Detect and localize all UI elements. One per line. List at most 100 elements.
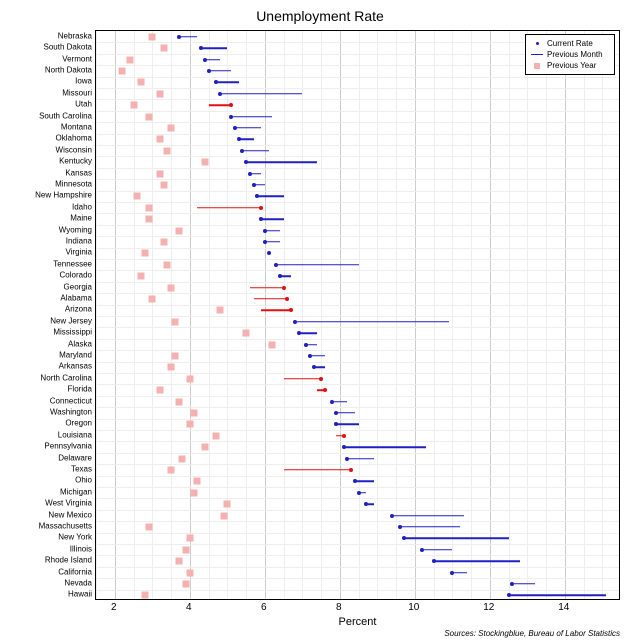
change-line (216, 82, 239, 84)
current-dot (233, 126, 237, 130)
grid-row (96, 248, 619, 249)
grid-row (96, 498, 619, 499)
current-dot (282, 286, 286, 290)
change-line (231, 116, 272, 118)
current-dot (398, 525, 402, 529)
change-line (284, 378, 322, 380)
grid-row (96, 487, 619, 488)
grid-row (96, 168, 619, 169)
change-line (344, 446, 427, 448)
state-label: Michigan (60, 487, 92, 496)
state-label: Utah (75, 100, 92, 109)
change-line (257, 196, 283, 198)
grid-row (96, 122, 619, 123)
prev-year-marker (145, 113, 152, 120)
grid-row (96, 350, 619, 351)
grid-row (96, 327, 619, 328)
prev-year-marker (186, 569, 193, 576)
current-dot (334, 422, 338, 426)
change-line (246, 161, 317, 163)
plot-area (95, 30, 620, 600)
legend-dot-icon (530, 42, 544, 45)
state-label: Arkansas (59, 362, 92, 371)
grid-row (96, 259, 619, 260)
change-line (404, 538, 509, 540)
prev-year-marker (186, 375, 193, 382)
change-line (254, 298, 288, 300)
prev-year-marker (141, 592, 148, 599)
prev-year-marker (168, 284, 175, 291)
change-line (284, 469, 352, 471)
x-tick-label: 4 (186, 602, 192, 613)
prev-year-marker (160, 181, 167, 188)
grid-minor (471, 31, 472, 599)
state-label: Idaho (72, 202, 92, 211)
state-label: Alabama (60, 293, 92, 302)
sources-text: Sources: Stockingblue, Bureau of Labor S… (444, 629, 620, 638)
state-label: Rhode Island (45, 556, 92, 565)
legend-current: Current Rate (530, 38, 610, 49)
change-line (265, 241, 280, 243)
state-label: North Carolina (40, 373, 92, 382)
prev-year-marker (216, 307, 223, 314)
grid-major (115, 31, 116, 599)
prev-year-marker (201, 159, 208, 166)
change-line (205, 59, 220, 61)
current-dot (278, 274, 282, 278)
current-dot (293, 320, 297, 324)
state-label: Kentucky (59, 157, 92, 166)
state-label: Florida (68, 385, 92, 394)
prev-year-marker (156, 170, 163, 177)
current-dot (252, 183, 256, 187)
current-dot (510, 582, 514, 586)
prev-year-marker (213, 432, 220, 439)
prev-year-marker (145, 216, 152, 223)
current-dot (237, 137, 241, 141)
state-label: New Jersey (50, 316, 92, 325)
state-label: Hawaii (68, 590, 92, 599)
prev-year-marker (168, 466, 175, 473)
grid-row (96, 373, 619, 374)
current-dot (312, 365, 316, 369)
prev-year-marker (220, 512, 227, 519)
change-line (261, 218, 284, 220)
change-line (355, 481, 374, 483)
current-dot (177, 35, 181, 39)
change-line (347, 458, 373, 460)
change-line (209, 70, 232, 72)
prev-year-marker (149, 295, 156, 302)
x-tick-label: 14 (558, 602, 569, 613)
change-line (235, 127, 261, 129)
legend-prev-year: Previous Year (530, 60, 610, 71)
grid-row (96, 555, 619, 556)
change-line (179, 36, 198, 38)
current-dot (255, 194, 259, 198)
grid-row (96, 578, 619, 579)
current-dot (323, 388, 327, 392)
grid-row (96, 99, 619, 100)
grid-row (96, 384, 619, 385)
state-label: North Dakota (45, 65, 92, 74)
prev-year-marker (190, 489, 197, 496)
state-label: Nebraska (58, 31, 92, 40)
change-line (392, 515, 463, 517)
prev-year-marker (183, 580, 190, 587)
current-dot (390, 514, 394, 518)
current-dot (274, 263, 278, 267)
state-label: Oregon (65, 419, 92, 428)
current-dot (334, 411, 338, 415)
prev-year-marker (160, 238, 167, 245)
current-dot (402, 536, 406, 540)
state-label: Arizona (65, 305, 92, 314)
state-label: South Carolina (39, 111, 92, 120)
state-label: Oklahoma (56, 134, 92, 143)
prev-year-marker (201, 444, 208, 451)
x-axis-title: Percent (95, 616, 620, 628)
current-dot (229, 103, 233, 107)
current-dot (357, 491, 361, 495)
grid-row (96, 339, 619, 340)
legend-prev-year-label: Previous Year (544, 61, 610, 70)
legend-current-label: Current Rate (544, 39, 610, 48)
prev-year-marker (175, 558, 182, 565)
prev-year-marker (130, 102, 137, 109)
